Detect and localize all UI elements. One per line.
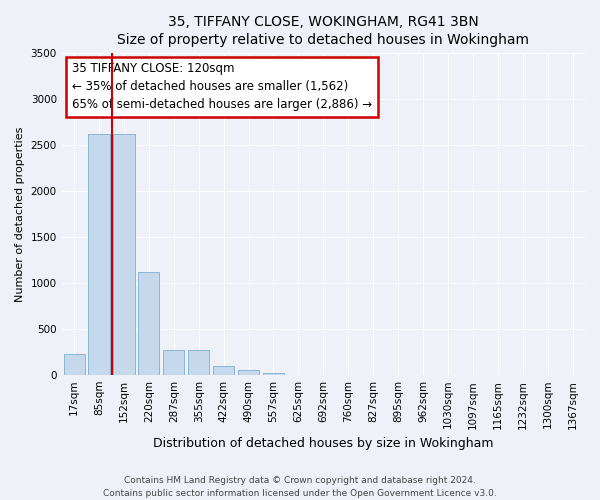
Bar <box>64 354 85 375</box>
Y-axis label: Number of detached properties: Number of detached properties <box>15 126 25 302</box>
Bar <box>163 350 184 375</box>
Bar <box>238 370 259 375</box>
X-axis label: Distribution of detached houses by size in Wokingham: Distribution of detached houses by size … <box>153 437 494 450</box>
Bar <box>263 373 284 375</box>
Bar <box>138 272 160 375</box>
Bar <box>113 134 134 375</box>
Text: 35 TIFFANY CLOSE: 120sqm
← 35% of detached houses are smaller (1,562)
65% of sem: 35 TIFFANY CLOSE: 120sqm ← 35% of detach… <box>72 62 372 112</box>
Text: Contains HM Land Registry data © Crown copyright and database right 2024.
Contai: Contains HM Land Registry data © Crown c… <box>103 476 497 498</box>
Title: 35, TIFFANY CLOSE, WOKINGHAM, RG41 3BN
Size of property relative to detached hou: 35, TIFFANY CLOSE, WOKINGHAM, RG41 3BN S… <box>118 15 529 48</box>
Bar <box>213 366 234 375</box>
Bar <box>88 134 110 375</box>
Bar <box>188 350 209 375</box>
